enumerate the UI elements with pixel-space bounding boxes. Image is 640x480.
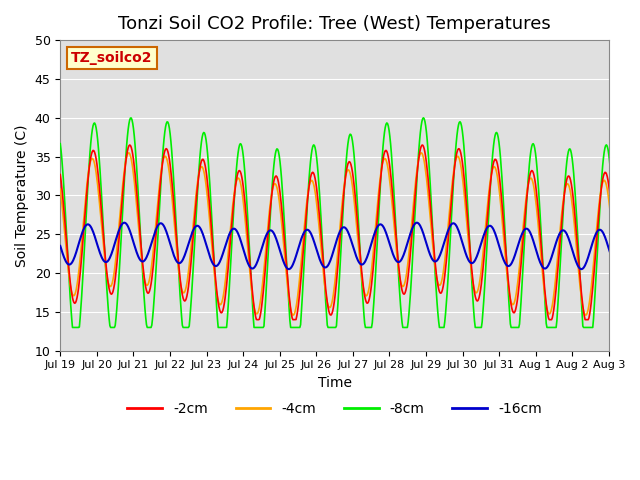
-4cm [582, 312, 589, 318]
-8cm [414, 158, 422, 164]
-2cm [126, 142, 134, 148]
-8cm [56, 141, 64, 146]
Line: -2cm: -2cm [60, 145, 640, 320]
-8cm [234, 157, 241, 163]
Line: -8cm: -8cm [60, 118, 640, 327]
-4cm [56, 186, 64, 192]
Legend: -2cm, -4cm, -8cm, -16cm: -2cm, -4cm, -8cm, -16cm [122, 396, 547, 421]
-2cm [56, 172, 64, 178]
-8cm [262, 286, 270, 292]
-16cm [56, 243, 64, 249]
-2cm [234, 172, 241, 178]
-4cm [284, 284, 291, 290]
-4cm [233, 178, 241, 184]
-4cm [125, 150, 132, 156]
-8cm [126, 117, 134, 123]
Text: TZ_soilco2: TZ_soilco2 [71, 51, 153, 65]
-4cm [447, 193, 454, 199]
-2cm [285, 293, 293, 299]
Title: Tonzi Soil CO2 Profile: Tree (West) Temperatures: Tonzi Soil CO2 Profile: Tree (West) Temp… [118, 15, 551, 33]
Line: -16cm: -16cm [60, 223, 640, 269]
-4cm [262, 250, 269, 255]
-2cm [415, 155, 422, 161]
-16cm [447, 222, 454, 228]
X-axis label: Time: Time [317, 376, 351, 390]
-16cm [577, 266, 585, 272]
-16cm [414, 220, 422, 226]
-16cm [120, 220, 128, 226]
-4cm [417, 150, 425, 156]
-8cm [69, 324, 77, 330]
-8cm [420, 115, 428, 120]
-8cm [285, 293, 292, 299]
-2cm [125, 143, 132, 149]
-8cm [448, 211, 456, 217]
-2cm [253, 317, 261, 323]
-16cm [285, 266, 292, 272]
Y-axis label: Soil Temperature (C): Soil Temperature (C) [15, 124, 29, 267]
-4cm [413, 165, 421, 170]
-16cm [126, 228, 134, 233]
-16cm [234, 229, 241, 235]
-2cm [448, 195, 456, 201]
-2cm [263, 245, 271, 251]
-16cm [262, 232, 270, 238]
Line: -4cm: -4cm [60, 153, 640, 315]
